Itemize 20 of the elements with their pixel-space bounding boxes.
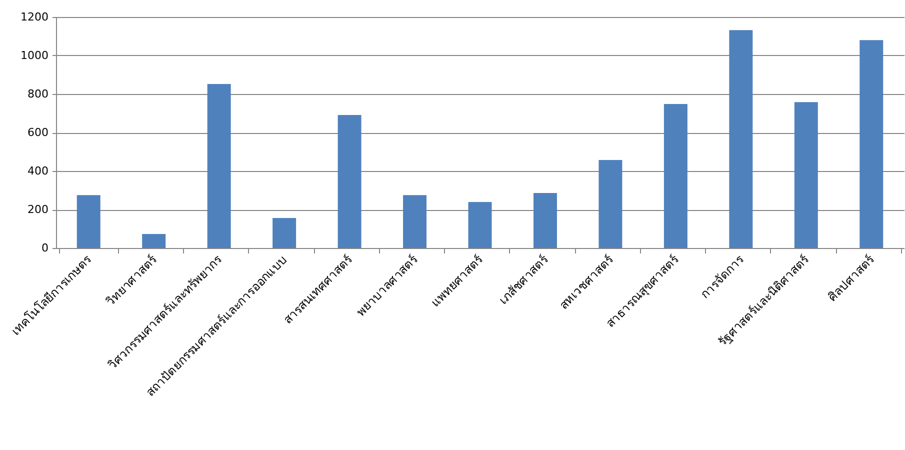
bar <box>468 202 492 248</box>
bar <box>860 40 884 248</box>
y-tick-label: 1000 <box>20 49 48 62</box>
bar <box>729 30 753 248</box>
bar <box>207 84 231 248</box>
bar <box>76 195 100 248</box>
y-tick-label: 1200 <box>20 10 48 24</box>
bar <box>598 160 622 248</box>
bar <box>272 218 296 248</box>
y-tick-label: 800 <box>28 88 48 100</box>
y-tick-label: 400 <box>28 164 48 178</box>
bar <box>533 192 557 248</box>
bar <box>664 104 688 248</box>
y-tick-label: 600 <box>28 126 48 139</box>
bar <box>338 114 362 248</box>
y-tick-label: 0 <box>42 242 48 254</box>
bar <box>794 102 818 248</box>
bar <box>403 195 427 248</box>
bar <box>142 234 166 248</box>
y-tick-label: 200 <box>28 203 48 216</box>
